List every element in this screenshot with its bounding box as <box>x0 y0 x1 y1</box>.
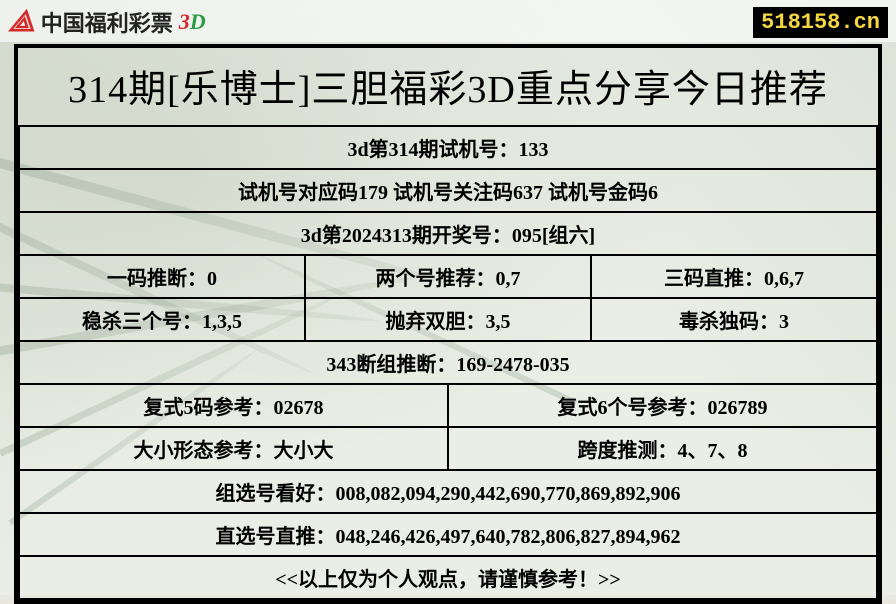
row-disclaimer: <<以上仅为个人观点，请谨慎参考！>> <box>19 556 877 599</box>
logo-text: 中国福利彩票 <box>41 6 173 38</box>
cell-three-code: 三码直推：0,6,7 <box>591 255 877 298</box>
cell-kill-three: 稳杀三个号：1,3,5 <box>19 298 305 341</box>
cell-poison-single: 毒杀独码：3 <box>591 298 877 341</box>
cell-span-guess: 跨度推测：4、7、8 <box>448 427 877 470</box>
cell-multiplex-6: 复式6个号参考：026789 <box>448 384 877 427</box>
watermark-badge: 518158.cn <box>753 7 888 38</box>
header-bar: ⟁ 中国福利彩票 3D 518158.cn <box>0 0 896 42</box>
logo-3d: 3D <box>179 9 206 35</box>
main-panel: 314期[乐博士]三胆福彩3D重点分享今日推荐 3d第314期试机号：133 试… <box>14 44 882 604</box>
row-codes: 试机号对应码179 试机号关注码637 试机号金码6 <box>19 169 877 212</box>
page-title: 314期[乐博士]三胆福彩3D重点分享今日推荐 <box>18 48 878 125</box>
cell-size-pattern: 大小形态参考：大小大 <box>19 427 448 470</box>
row-343-break: 343断组推断：169-2478-035 <box>19 341 877 384</box>
logo-mark-icon: ⟁ <box>8 7 35 37</box>
row-direct-picks: 直选号直推：048,246,426,497,640,782,806,827,89… <box>19 513 877 556</box>
logo: ⟁ 中国福利彩票 3D <box>8 6 206 38</box>
row-trial-number: 3d第314期试机号：133 <box>19 126 877 169</box>
cell-one-code: 一码推断：0 <box>19 255 305 298</box>
cell-multiplex-5: 复式5码参考：02678 <box>19 384 448 427</box>
cell-discard-double: 抛弃双胆：3,5 <box>305 298 591 341</box>
row-combo-picks: 组选号看好：008,082,094,290,442,690,770,869,89… <box>19 470 877 513</box>
row-prev-draw: 3d第2024313期开奖号：095[组六] <box>19 212 877 255</box>
cell-two-code: 两个号推荐：0,7 <box>305 255 591 298</box>
data-table: 3d第314期试机号：133 试机号对应码179 试机号关注码637 试机号金码… <box>18 125 878 600</box>
